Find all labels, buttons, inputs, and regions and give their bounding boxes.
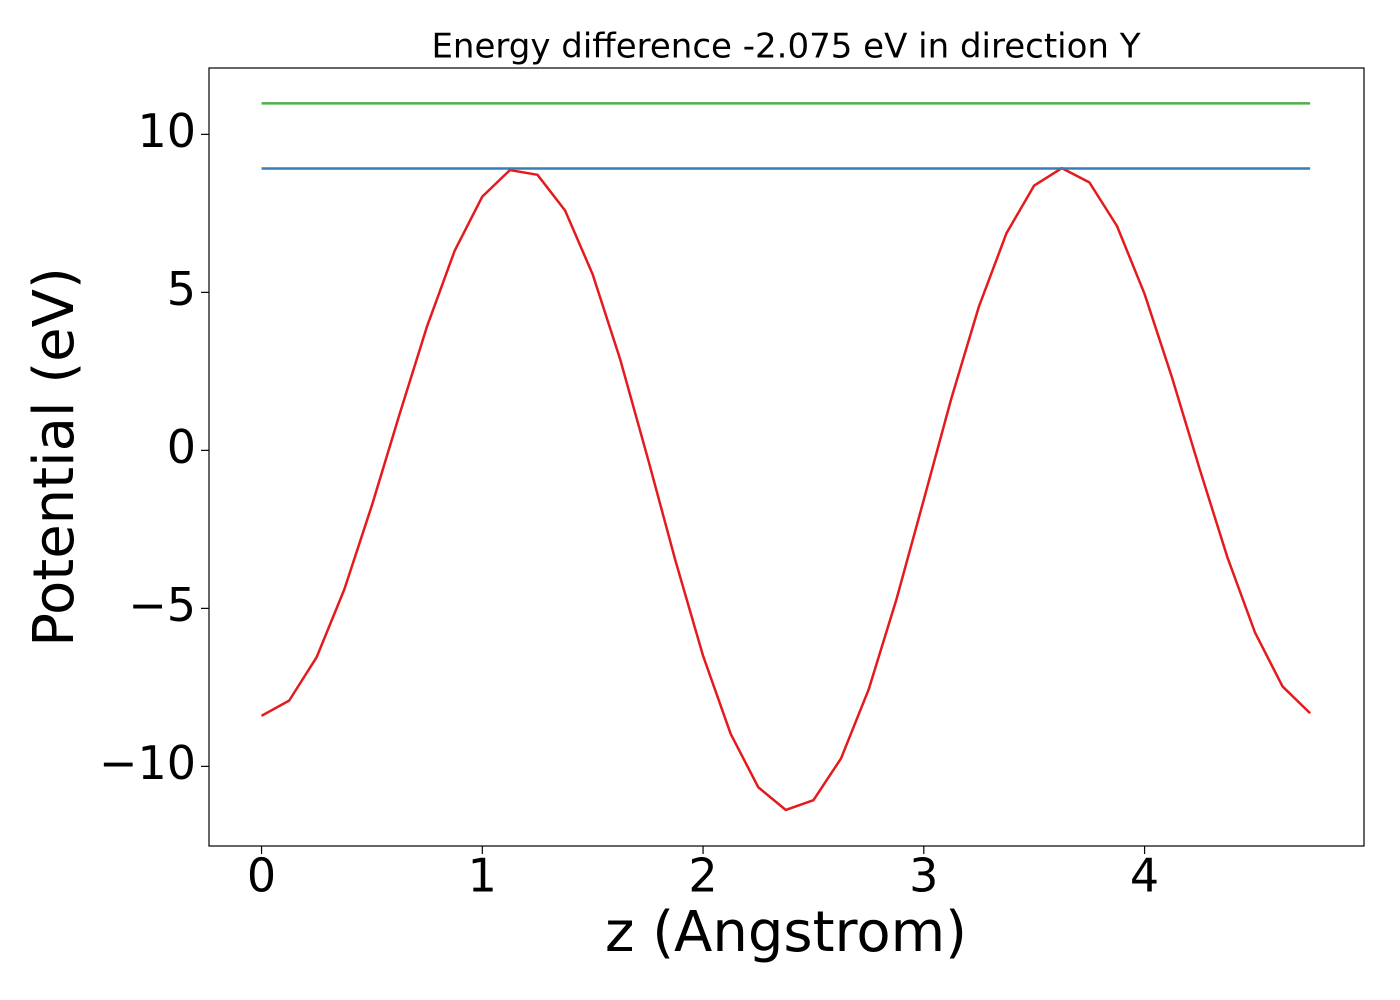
line-series — [260, 166, 1312, 812]
x-tick-label: 3 — [909, 849, 938, 903]
x-tick-label: 0 — [247, 849, 276, 903]
y-tick-label: 10 — [137, 104, 196, 158]
plot-frame — [208, 67, 1365, 847]
x-tick-label: 4 — [1130, 849, 1159, 903]
x-axis-label: z (Angstrom) — [605, 900, 967, 965]
y-tick-label: −5 — [128, 578, 196, 632]
x-tick-label: 1 — [468, 849, 497, 903]
x-tick-label: 2 — [688, 849, 717, 903]
y-tick-label: −10 — [99, 736, 196, 790]
chart-title: Energy difference -2.075 eV in direction… — [431, 27, 1140, 67]
y-tick-label: 5 — [167, 262, 196, 316]
y-tick-label: 0 — [167, 420, 196, 474]
y-axis-label: Potential (eV) — [22, 267, 87, 647]
